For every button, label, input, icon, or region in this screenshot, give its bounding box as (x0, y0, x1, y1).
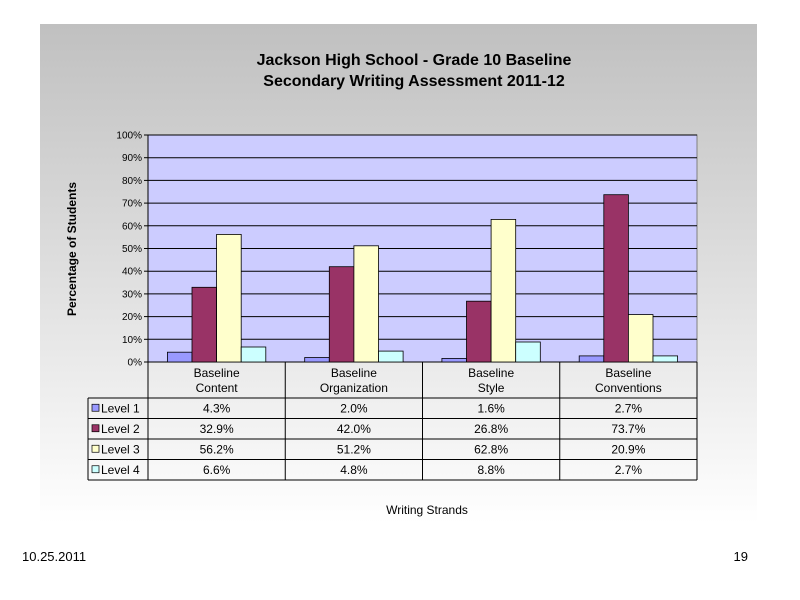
category-label: Content (196, 381, 239, 395)
bar-level-2 (603, 194, 629, 363)
y-tick-label: 30% (122, 289, 142, 300)
bar-level-4 (515, 341, 541, 363)
data-table-cell: 73.7% (611, 422, 645, 436)
category-label: Conventions (595, 381, 662, 395)
y-tick-label: 80% (122, 176, 142, 187)
legend-swatch (91, 444, 100, 453)
category-label: Organization (320, 381, 388, 395)
bar-level-3 (628, 314, 654, 363)
y-axis-label: Percentage of Students (65, 182, 79, 316)
data-table-cell: 2.7% (615, 463, 643, 477)
page-number: 19 (733, 549, 748, 564)
y-tick-label: 40% (122, 267, 142, 278)
category-label: Baseline (331, 366, 377, 380)
legend-swatch (91, 403, 100, 412)
category-label: Baseline (194, 366, 240, 380)
data-table-cell: 6.6% (203, 463, 231, 477)
data-table-cell: 8.8% (477, 463, 505, 477)
legend-entry: Level 2 (101, 422, 140, 436)
data-table-cell: 2.0% (340, 401, 368, 415)
y-tick-label: 90% (122, 153, 142, 164)
bar-level-3 (216, 233, 242, 363)
category-label: Baseline (468, 366, 514, 380)
data-table-cell: 62.8% (474, 442, 508, 456)
y-tick-label: 50% (122, 244, 142, 255)
bar-level-4 (378, 350, 404, 363)
bar-level-3 (353, 245, 379, 363)
bar-level-1 (166, 351, 193, 363)
legend-swatch (91, 465, 100, 474)
data-table-cell: 51.2% (337, 442, 371, 456)
bar-level-1 (578, 355, 605, 363)
data-table-cell: 32.9% (200, 422, 234, 436)
y-tick-label: 0% (128, 358, 143, 369)
chart-title-line-1: Jackson High School - Grade 10 Baseline (257, 52, 572, 69)
bar-level-1 (304, 357, 330, 363)
data-table-cell: 1.6% (477, 401, 505, 415)
bar-level-2 (191, 286, 218, 363)
y-tick-label: 60% (122, 221, 142, 232)
y-tick-label: 10% (122, 335, 142, 346)
data-table-cell: 20.9% (611, 442, 645, 456)
data-table-cell: 2.7% (615, 401, 643, 415)
bar-level-2 (466, 300, 492, 363)
data-table-cell: 26.8% (474, 422, 508, 436)
legend-entry: Level 1 (101, 401, 140, 415)
data-table-cell: 4.8% (340, 463, 368, 477)
bar-level-2 (328, 266, 355, 363)
bar-level-4 (240, 346, 267, 363)
x-axis-label: Writing Strands (386, 503, 468, 517)
y-tick-label: 70% (122, 199, 142, 210)
legend-entry: Level 3 (101, 442, 140, 456)
bar-level-4 (652, 355, 679, 363)
footer-date: 10.25.2011 (22, 549, 87, 564)
data-table-cell: 4.3% (203, 401, 231, 415)
data-table-cell: 42.0% (337, 422, 371, 436)
category-label: Style (478, 381, 505, 395)
bar-level-3 (490, 218, 517, 363)
y-tick-label: 20% (122, 312, 142, 323)
y-tick-label: 100% (116, 131, 142, 142)
legend-swatch (91, 424, 100, 433)
data-table-cell: 56.2% (200, 442, 234, 456)
legend-entry: Level 4 (101, 463, 140, 477)
category-label: Baseline (605, 366, 651, 380)
bar-level-1 (441, 357, 467, 363)
chart-title-line-2: Secondary Writing Assessment 2011-12 (263, 73, 565, 90)
